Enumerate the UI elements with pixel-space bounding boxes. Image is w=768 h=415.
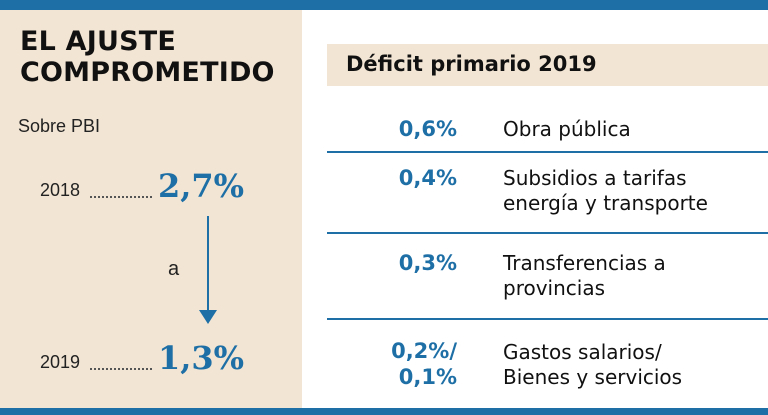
row-description: Transferencias a provincias	[503, 251, 666, 300]
list-item: 0,3% Transferencias a provincias	[327, 234, 768, 318]
value-to: 1,3%	[158, 339, 245, 377]
row-description: Subsidios a tarifas energía y transporte	[503, 166, 708, 215]
down-arrow-icon	[207, 216, 209, 312]
list-item: 0,2%/ 0,1% Gastos salarios/ Bienes y ser…	[327, 320, 768, 400]
row-description: Gastos salarios/ Bienes y servicios	[503, 340, 683, 389]
row-description: Obra pública	[503, 117, 631, 141]
row-divider	[327, 232, 768, 234]
arrowhead-icon	[199, 310, 217, 324]
connector-label: a	[168, 258, 180, 280]
value-from: 2,7%	[158, 167, 245, 205]
year-from: 2018	[40, 180, 81, 200]
bottom-accent-bar	[0, 408, 768, 415]
list-item: 0,6% Obra pública	[327, 100, 768, 150]
list-item: 0,4% Subsidios a tarifas energía y trans…	[327, 153, 768, 231]
leader-dots-from	[90, 194, 152, 198]
year-to: 2019	[40, 352, 81, 372]
row-divider	[327, 151, 768, 153]
page-title: EL AJUSTE COMPROMETIDO	[20, 26, 275, 88]
row-percentage: 0,4%	[398, 166, 457, 190]
section-header: Déficit primario 2019	[327, 44, 768, 86]
row-divider	[327, 318, 768, 320]
row-percentage: 0,3%	[398, 251, 457, 275]
section-header-label: Déficit primario 2019	[346, 52, 597, 76]
top-accent-bar	[0, 0, 768, 10]
summary-panel	[0, 10, 302, 408]
subtitle: Sobre PBI	[18, 116, 101, 136]
row-percentage: 0,2%/ 0,1%	[391, 339, 457, 389]
row-percentage: 0,6%	[398, 117, 457, 141]
leader-dots-to	[90, 366, 152, 370]
